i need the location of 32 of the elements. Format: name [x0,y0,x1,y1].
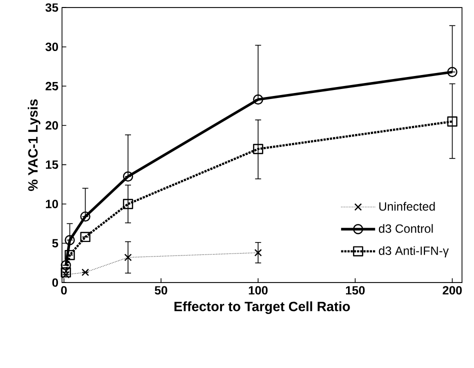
point [64,250,75,260]
point [447,116,458,127]
point [253,144,264,154]
point [122,172,134,182]
point [122,199,134,210]
y-tick-label: 10 [46,200,58,208]
point [124,254,132,262]
y-tick-label: 35 [45,4,58,12]
y-tick-label: 0 [52,278,58,287]
x-tick-label: 0 [61,286,67,295]
x-axis-title: Effector to Target Cell Ratio [174,302,350,314]
x-tick-label: 150 [346,286,365,295]
point [447,67,458,78]
y-tick-label: 20 [46,121,58,130]
x-tick-label: 200 [442,286,462,295]
y-tick-label: 30 [45,42,58,52]
legend-label: d3 Control [378,224,433,234]
point [62,271,70,279]
y-tick-label: 25 [46,82,58,91]
y-tick-label: 15 [46,160,58,170]
y-axis-title: % YAC-1 Lysis [28,100,40,192]
point [254,249,262,257]
point [80,212,90,222]
y-tick-label: 5 [52,239,58,248]
x-tick-label: 100 [248,286,268,295]
legend-label: d3 Anti-IFN-γ [378,246,449,258]
point [80,232,90,242]
x-tick-label: 50 [154,286,168,295]
point [64,235,75,246]
point [253,94,264,105]
point [82,268,90,276]
legend-label: Uninfected [379,202,435,211]
